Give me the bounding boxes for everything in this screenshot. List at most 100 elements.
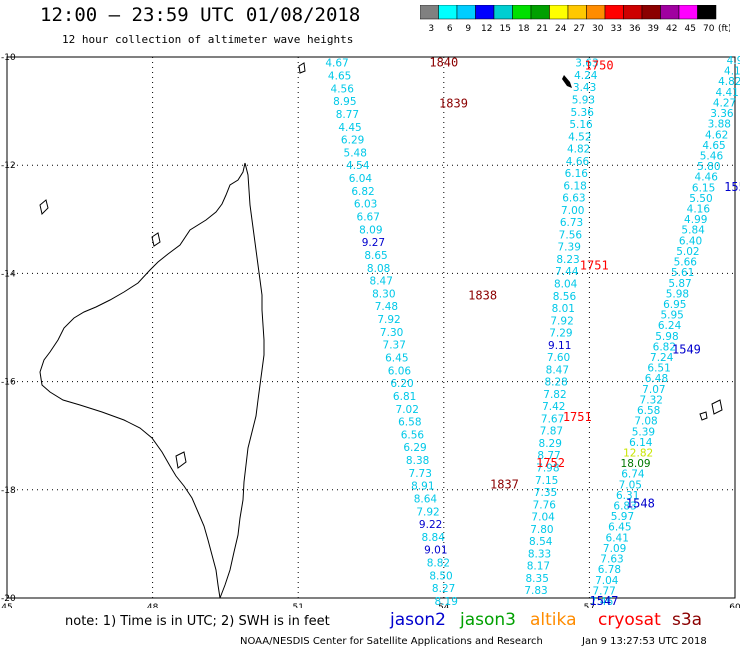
wave-height-value: 6.83 <box>613 501 636 513</box>
wave-height-value: 7.24 <box>650 352 674 364</box>
wave-height-value: 5.48 <box>344 147 367 159</box>
wave-height-value: 7.77 <box>592 585 615 597</box>
wave-height-value: 7.76 <box>533 499 557 511</box>
wave-height-value: 8.47 <box>546 364 569 376</box>
wave-height-value: 7.73 <box>409 468 432 480</box>
generated-timestamp: Jan 9 13:27:53 UTC 2018 <box>582 636 707 647</box>
wave-height-value: 5.39 <box>632 426 655 438</box>
wave-height-value: 5.98 <box>666 288 689 300</box>
scale-label: 3 <box>428 24 434 34</box>
wave-height-value: 7.98 <box>536 463 559 475</box>
scale-label: 9 <box>465 24 471 34</box>
scale-label: 27 <box>574 24 585 34</box>
wave-height-value: 6.29 <box>403 442 426 454</box>
wave-height-value: 8.64 <box>414 493 438 505</box>
altimeter-map: 45 48 51 54 57 60-10-12-14-16-18-204.674.654.… <box>1 53 740 608</box>
wave-height-value: 6.58 <box>398 417 421 429</box>
wave-height-value: 7.30 <box>380 327 403 339</box>
scale-label: 6 <box>447 24 453 34</box>
wave-height-value: 7.92 <box>550 315 573 327</box>
island <box>711 399 723 415</box>
wave-height-value: 9.01 <box>424 545 447 557</box>
footer-note: note: 1) Time is in UTC; 2) SWH is in fe… <box>65 614 330 629</box>
wave-height-value: 6.15 <box>692 182 715 194</box>
wave-height-value: 7.00 <box>561 205 584 217</box>
wave-height-value: 5.98 <box>655 331 678 343</box>
scale-label: 42 <box>666 24 677 34</box>
wave-height-value: 7.60 <box>547 352 570 364</box>
wave-height-value: 5.50 <box>689 193 712 205</box>
wave-height-value: 8.23 <box>556 254 579 266</box>
map-title: 12:00 – 23:59 UTC 01/08/2018 <box>40 4 361 26</box>
wave-height-value: 6.16 <box>565 168 589 180</box>
wave-height-value: 6.73 <box>560 217 583 229</box>
coastline <box>219 162 265 599</box>
wave-height-value: 18.09 <box>621 458 651 470</box>
wave-height-value: 5.87 <box>668 278 691 290</box>
pass-time-label: 1839 <box>439 96 468 110</box>
wave-height-value: 4.52 <box>568 131 591 143</box>
legend-cryosat: cryosat <box>598 610 661 630</box>
wave-height-value: 8.82 <box>427 558 450 570</box>
map-subtitle: 12 hour collection of altimeter wave hei… <box>62 33 354 46</box>
wave-height-value: 9.11 <box>548 340 571 352</box>
wave-height-value: 6.82 <box>653 341 676 353</box>
lon-label: 60 <box>729 603 740 608</box>
wave-height-value: 4.66 <box>566 156 590 168</box>
scale-label: 15 <box>500 24 511 34</box>
wave-height-value: 6.67 <box>357 212 380 224</box>
wave-height-value: 8.95 <box>333 96 356 108</box>
wave-height-value: 4.82 <box>567 144 590 156</box>
wave-height-value: 6.95 <box>663 299 686 311</box>
scale-label: 12 <box>481 24 492 34</box>
wave-height-value: 8.84 <box>422 532 446 544</box>
wave-height-value: 4.99 <box>684 214 707 226</box>
wave-height-value: 6.06 <box>388 365 412 377</box>
wave-height-value: 7.39 <box>558 242 581 254</box>
scale-label: 21 <box>537 24 548 34</box>
wave-height-value: 8.50 <box>429 570 452 582</box>
pass-time-label: 1549 <box>672 342 701 356</box>
wave-height-value: 8.09 <box>359 224 382 236</box>
island <box>175 451 187 469</box>
lon-label: 51 <box>292 603 303 608</box>
wave-height-value: 3.63 <box>575 58 598 70</box>
wave-height-value: 6.14 <box>629 437 653 449</box>
wave-height-value: 7.92 <box>377 314 400 326</box>
wave-height-value: 8.77 <box>336 109 359 121</box>
wave-height-value: 6.04 <box>349 173 373 185</box>
credit-text: NOAA/NESDIS Center for Satellite Applica… <box>240 636 543 647</box>
wave-height-value: 5.02 <box>676 246 699 258</box>
scale-label: 70 <box>703 24 715 34</box>
wave-height-value: 4.54 <box>346 160 370 172</box>
wave-height-value: 8.28 <box>544 377 567 389</box>
wave-height-value: 6.74 <box>621 469 645 481</box>
wave-height-value: 6.82 <box>351 186 374 198</box>
legend-jason3: jason3 <box>460 610 516 630</box>
lon-label: 48 <box>147 603 159 608</box>
pass-time-label: 155 <box>724 180 740 194</box>
lon-label: 45 <box>1 603 12 608</box>
wave-height-value: 7.07 <box>642 384 665 396</box>
scale-label: 45 <box>685 24 696 34</box>
wave-height-value: 3.88 <box>708 119 731 131</box>
wave-height-value: 4.16 <box>687 204 711 216</box>
pass-time-label: 1548 <box>626 497 655 511</box>
lon-label: 57 <box>584 603 595 608</box>
wave-height-value: 7.04 <box>595 575 619 587</box>
wave-height-value: 7.37 <box>383 340 406 352</box>
wave-height-value: 6.40 <box>679 235 702 247</box>
wave-height-value: 6.29 <box>341 135 364 147</box>
legend-altika: altika <box>530 610 577 630</box>
wave-height-value: 8.01 <box>552 303 575 315</box>
map-frame <box>6 56 736 599</box>
wave-height-value: 6.48 <box>645 373 668 385</box>
lat-label: -10 <box>1 53 16 63</box>
wave-height-value: 8.77 <box>537 450 560 462</box>
wave-height-value: 7.08 <box>634 416 657 428</box>
wave-height-value: 7.46 <box>590 596 614 608</box>
wave-height-value: 12.82 <box>623 447 653 459</box>
wave-height-value: 8.65 <box>364 250 387 262</box>
island <box>298 62 306 74</box>
